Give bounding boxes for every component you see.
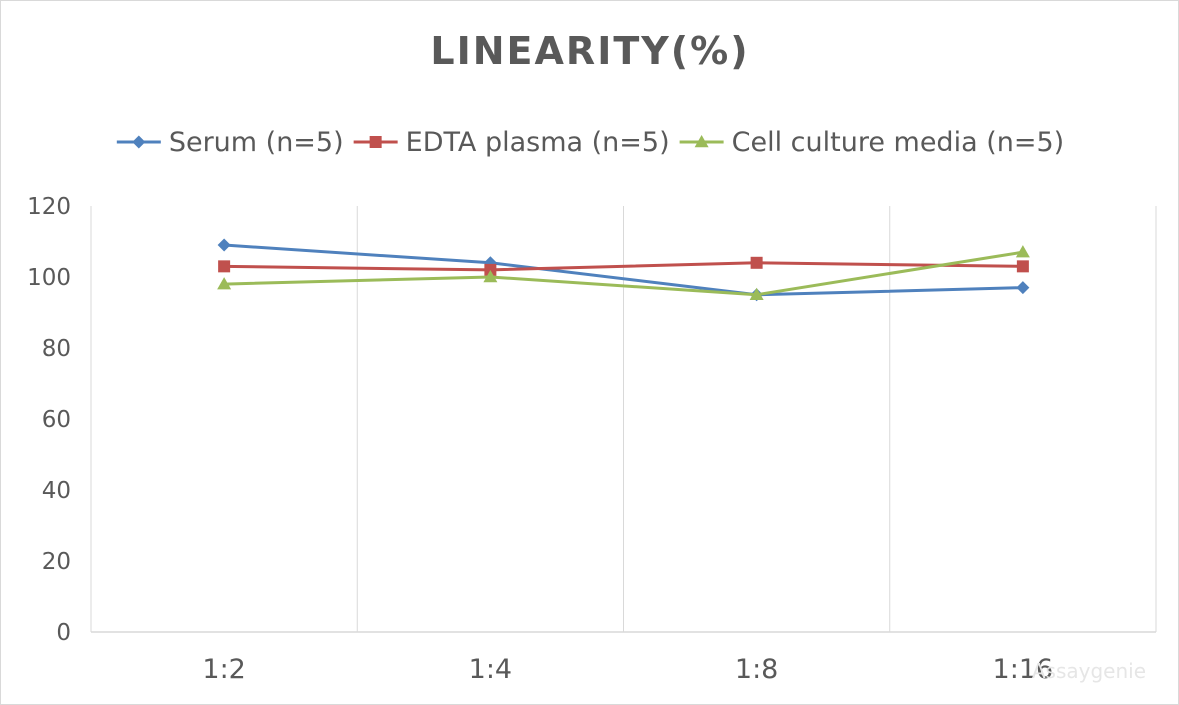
legend: Serum (n=5) EDTA plasma (n=5) Cell culture…: [116, 127, 1065, 158]
legend-item-serum-n-5: Serum (n=5): [116, 127, 344, 158]
data-point-cell-culture-media-n-5: [1015, 245, 1030, 258]
y-tick-label: 40: [42, 478, 71, 504]
x-axis-ticks: 1:2 1:4 1:8 1:16: [202, 654, 1053, 685]
y-axis-ticks: 0 20 40 60 80 100 120: [27, 194, 71, 646]
data-point-cell-culture-media-n-5: [749, 287, 764, 300]
series-edta-plasma-n-5: [218, 256, 1029, 276]
series-line-cell-culture-media-n-5: [224, 250, 1024, 297]
data-point-edta-plasma-n-5: [484, 263, 497, 276]
legend-label-serum-n-5: Serum (n=5): [169, 127, 344, 158]
data-point-serum-n-5: [217, 238, 231, 252]
legend-item-edta-plasma-n-5: EDTA plasma (n=5): [353, 127, 670, 158]
y-tick-label: 0: [56, 620, 71, 646]
y-tick-label: 100: [27, 265, 71, 291]
data-point-edta-plasma-n-5: [1016, 260, 1029, 273]
watermark: Assaygenie: [1032, 659, 1146, 683]
data-point-edta-plasma-n-5: [218, 260, 231, 273]
x-tick-label: 1:2: [202, 654, 245, 685]
data-point-cell-culture-media-n-5: [483, 270, 498, 283]
y-tick-label: 80: [42, 336, 71, 362]
legend-label-cell-culture-media-n-5: Cell culture media (n=5): [732, 127, 1065, 158]
series-line-serum-n-5: [224, 243, 1023, 297]
x-tick-label: 1:16: [993, 654, 1054, 685]
legend-item-cell-culture-media-n-5: Cell culture media (n=5): [679, 127, 1065, 158]
legend-marker-serum-n-5: [132, 135, 146, 149]
chart-title: LINEARITY(%): [430, 29, 749, 73]
y-tick-label: 60: [42, 407, 71, 433]
data-point-edta-plasma-n-5: [750, 256, 763, 269]
x-tick-label: 1:8: [735, 654, 778, 685]
legend-label-edta-plasma-n-5: EDTA plasma (n=5): [406, 127, 670, 158]
series-layer: [217, 238, 1030, 302]
y-tick-label: 120: [27, 194, 71, 220]
series-line-edta-plasma-n-5: [224, 261, 1023, 272]
y-tick-label: 20: [42, 549, 71, 575]
data-point-cell-culture-media-n-5: [217, 277, 232, 290]
legend-marker-edta-plasma-n-5: [369, 136, 382, 148]
x-tick-label: 1:4: [469, 654, 512, 685]
gridlines: [90, 206, 1157, 633]
data-point-serum-n-5: [1016, 281, 1030, 295]
legend-marker-cell-culture-media-n-5: [694, 135, 709, 148]
series-cell-culture-media-n-5: [217, 245, 1030, 300]
